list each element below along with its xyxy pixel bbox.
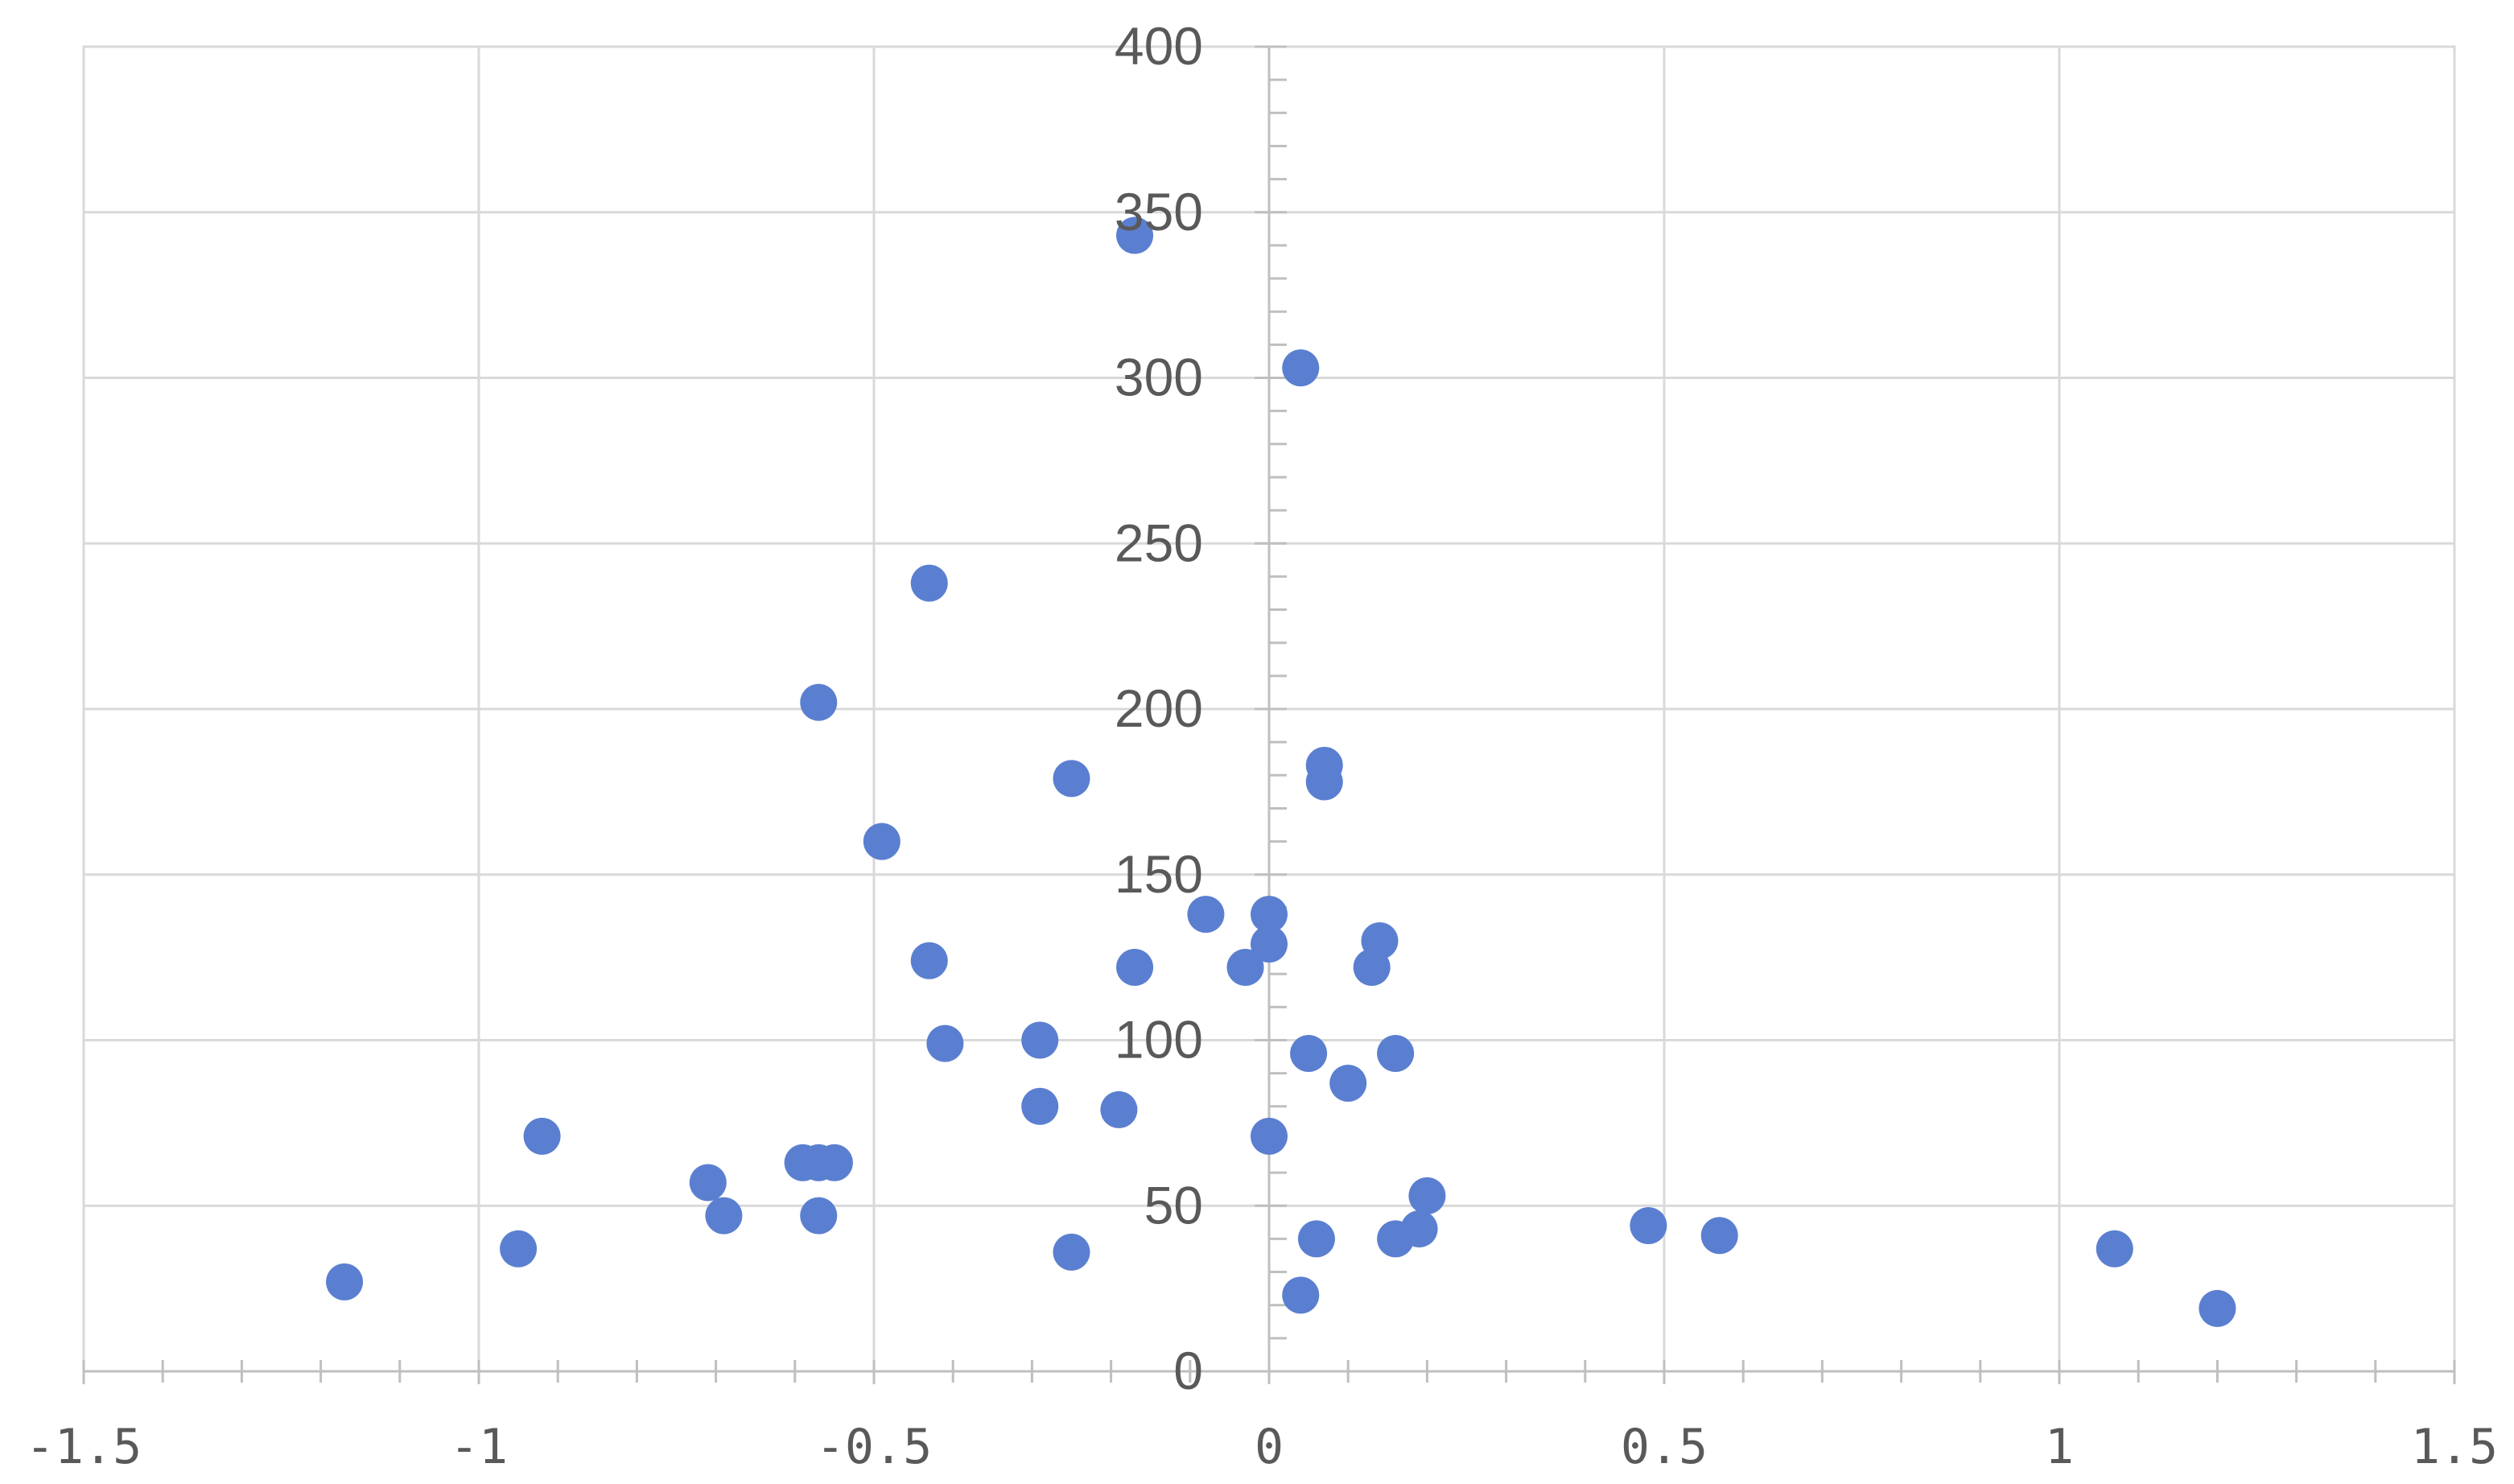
data-point <box>1116 216 1154 254</box>
data-point <box>1021 1021 1059 1059</box>
data-points <box>326 216 2236 1327</box>
data-point <box>800 1197 838 1235</box>
data-point <box>910 942 948 979</box>
data-point <box>1377 1034 1415 1072</box>
y-tick-label: 400 <box>1115 16 1203 76</box>
data-point <box>1700 1217 1738 1255</box>
data-point <box>1251 896 1288 934</box>
data-point <box>910 564 948 602</box>
data-point <box>1053 760 1090 798</box>
y-tick-label: 250 <box>1115 513 1203 572</box>
data-point <box>863 822 901 860</box>
tick-labels: -1.5 -1 -0.5 0 0.5 1 1.5 0 50 100 150 200 250 300 350 4… <box>26 16 2498 1475</box>
x-tick-label: -1.5 <box>26 1419 142 1475</box>
data-point <box>1408 1177 1446 1214</box>
x-tick-label: 1.5 <box>2411 1419 2498 1475</box>
data-point <box>800 683 838 721</box>
data-point <box>1226 948 1264 986</box>
y-tick-label: 200 <box>1115 678 1203 738</box>
y-tick-label: 150 <box>1115 844 1203 904</box>
x-tick-label: 0.5 <box>1621 1419 1708 1475</box>
data-point <box>815 1144 853 1181</box>
data-point <box>1251 1117 1288 1155</box>
data-point <box>523 1117 561 1155</box>
data-point <box>1400 1210 1438 1248</box>
data-point <box>2199 1289 2236 1327</box>
y-tick-label: 0 <box>1173 1341 1203 1400</box>
data-point <box>1187 896 1225 934</box>
data-point <box>1053 1233 1090 1271</box>
data-point <box>1282 1276 1320 1314</box>
data-point <box>1361 922 1399 960</box>
data-point <box>926 1024 964 1062</box>
data-point <box>705 1197 743 1235</box>
data-point <box>1251 925 1288 963</box>
data-point <box>689 1164 727 1202</box>
x-tick-label: -1 <box>450 1419 508 1475</box>
y-tick-label: 300 <box>1115 348 1203 407</box>
x-tick-label: -0.5 <box>816 1419 933 1475</box>
data-point <box>1329 1064 1367 1102</box>
data-point <box>1021 1087 1059 1125</box>
data-point <box>500 1230 538 1268</box>
x-tick-label: 1 <box>2045 1419 2074 1475</box>
data-point <box>1100 1090 1138 1128</box>
y-tick-label: 350 <box>1115 182 1203 241</box>
data-point <box>326 1263 364 1301</box>
data-point <box>1282 349 1320 387</box>
x-tick-label: 0 <box>1255 1419 1284 1475</box>
data-point <box>1297 1220 1335 1258</box>
axes <box>82 45 2456 1384</box>
y-tick-label: 50 <box>1144 1175 1203 1235</box>
data-point <box>1630 1206 1667 1244</box>
data-point <box>1116 948 1154 986</box>
data-point <box>1305 763 1343 801</box>
data-point <box>2096 1230 2133 1268</box>
y-tick-label: 100 <box>1115 1010 1203 1070</box>
data-point <box>1290 1034 1328 1072</box>
